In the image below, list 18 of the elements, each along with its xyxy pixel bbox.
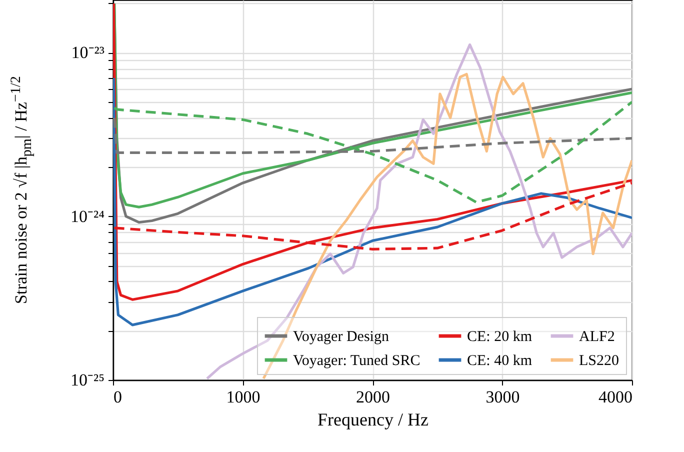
legend-label: CE: 20 km <box>467 329 532 345</box>
line-series <box>262 72 632 380</box>
x-tick-label: 1000 <box>226 388 260 406</box>
legend-label: CE: 40 km <box>467 353 532 369</box>
x-tick-label: 0 <box>114 388 122 406</box>
legend-label: ALF2 <box>579 329 615 345</box>
x-axis-title: Frequency / Hz <box>318 410 428 430</box>
y-tick-label: 10⁻²⁴ <box>70 206 105 226</box>
x-tick-label: 2000 <box>356 388 390 406</box>
line-series <box>113 76 632 326</box>
line-series <box>206 43 632 380</box>
legend-label: LS220 <box>579 353 620 369</box>
x-tick-label: 4000 <box>598 388 632 406</box>
legend-label: Voyager: Tuned SRC <box>293 353 420 369</box>
y-tick-label: 10⁻²³ <box>71 43 104 62</box>
legend-label: Voyager Design <box>293 329 390 345</box>
x-tick-label: 3000 <box>486 388 520 406</box>
y-tick-label: 10⁻²⁵ <box>70 370 105 390</box>
